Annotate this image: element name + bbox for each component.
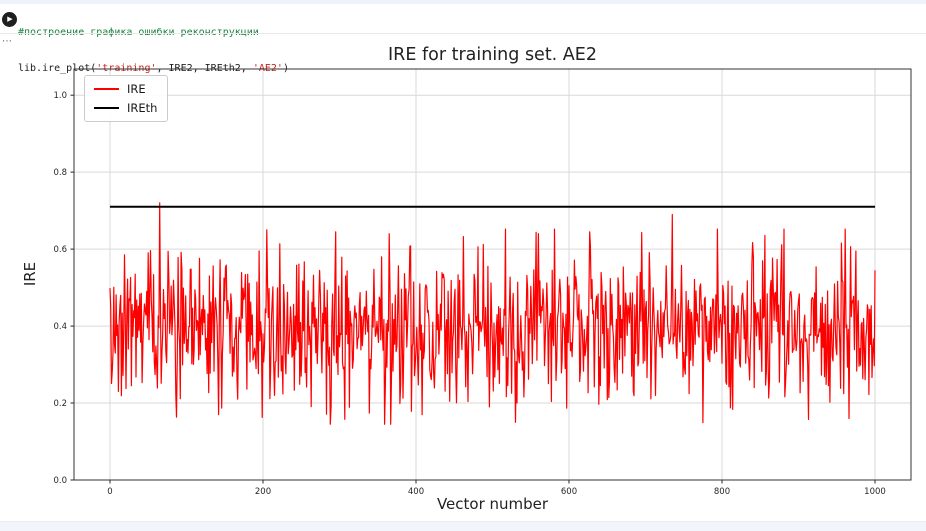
tick-marks bbox=[70, 94, 876, 484]
x-tick-label: 600 bbox=[561, 487, 577, 497]
figure-output: 0 200 400 600 800 1000 0.0 0.2 0.4 0.6 0.8 1.0 IRE … bbox=[0, 40, 926, 521]
output-ellipsis[interactable]: ⋯ bbox=[2, 36, 13, 47]
legend-label: IREth bbox=[127, 101, 158, 115]
legend-entry-ire: IRE bbox=[94, 83, 157, 95]
y-axis-label: IRE bbox=[21, 261, 39, 287]
x-axis-label: Vector number bbox=[436, 495, 549, 513]
axes-frame bbox=[73, 68, 912, 481]
y-tick-label: 0.4 bbox=[53, 322, 67, 332]
run-cell-button[interactable]: ▶ bbox=[2, 12, 17, 27]
bottom-strip bbox=[0, 521, 926, 531]
legend-line-red bbox=[94, 88, 119, 90]
y-tick-label: 1.0 bbox=[53, 91, 67, 101]
x-tick-label: 1000 bbox=[864, 487, 886, 497]
y-tick-label: 0.8 bbox=[53, 168, 67, 178]
legend: IRE IREth bbox=[84, 75, 169, 122]
legend-line-black bbox=[94, 107, 119, 109]
play-icon: ▶ bbox=[7, 15, 13, 23]
chart-title: IRE for training set. AE2 bbox=[388, 45, 597, 65]
y-tick-label: 0.0 bbox=[53, 476, 67, 486]
plot-canvas: 0 200 400 600 800 1000 0.0 0.2 0.4 0.6 0.8 1.0 bbox=[53, 68, 912, 497]
legend-entry-ireth: IREth bbox=[94, 102, 157, 114]
x-tick-label: 200 bbox=[255, 487, 271, 497]
code-comment: #построение графика ошибки реконструкции bbox=[18, 27, 289, 39]
tick-labels: 0 200 400 600 800 1000 0.0 0.2 0.4 0.6 0.8 1.0 bbox=[53, 91, 885, 497]
y-tick-label: 0.2 bbox=[53, 399, 67, 409]
ire-line bbox=[109, 202, 876, 425]
y-tick-label: 0.6 bbox=[53, 245, 67, 255]
plot-series bbox=[109, 202, 876, 425]
x-tick-label: 0 bbox=[107, 487, 112, 497]
x-tick-label: 400 bbox=[408, 487, 424, 497]
code-text: lib.ire_plot( bbox=[18, 63, 97, 74]
x-tick-label: 800 bbox=[714, 487, 730, 497]
cell-divider bbox=[0, 33, 926, 34]
legend-label: IRE bbox=[127, 82, 146, 96]
top-strip bbox=[0, 0, 926, 4]
